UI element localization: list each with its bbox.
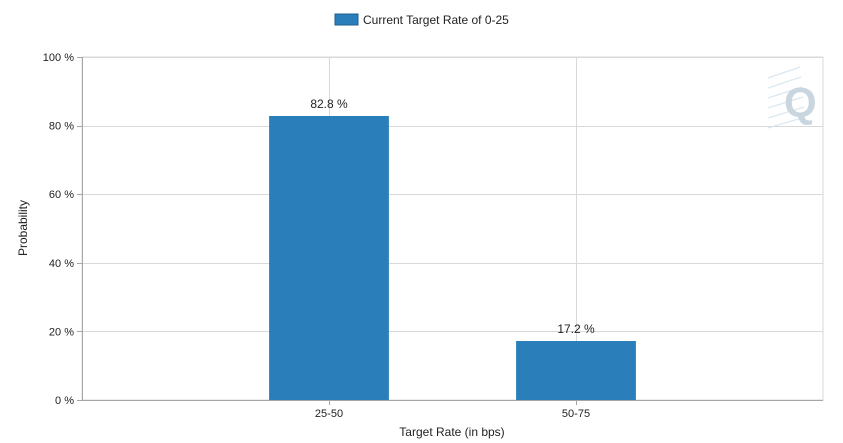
legend-swatch xyxy=(334,13,359,26)
x-axis-title: Target Rate (in bps) xyxy=(399,425,504,439)
y-tick-label: 0 % xyxy=(55,395,74,407)
plot-area xyxy=(81,56,824,401)
data-label-50-75: 17.2 % xyxy=(557,322,595,336)
y-tick-label: 100 % xyxy=(43,52,74,64)
y-tick-label: 40 % xyxy=(49,258,74,270)
grid xyxy=(81,56,824,401)
data-label-25-50: 82.8 % xyxy=(310,97,348,111)
y-tick-label: 60 % xyxy=(49,189,74,201)
y-tick-label: 80 % xyxy=(49,121,74,133)
legend-label: Current Target Rate of 0-25 xyxy=(363,13,509,27)
data-labels: 82.8 % 17.2 % xyxy=(310,97,595,336)
x-tick-label: 25-50 xyxy=(315,408,343,420)
legend: Current Target Rate of 0-25 xyxy=(334,13,509,27)
q-logo-icon: Q xyxy=(767,66,817,129)
y-ticks: 0 % 20 % 40 % 60 % 80 % 100 % xyxy=(43,52,823,407)
y-tick-label: 20 % xyxy=(49,326,74,338)
y-axis-title: Probability xyxy=(16,200,30,256)
bars xyxy=(269,115,636,400)
bar-25-50 xyxy=(269,115,389,400)
x-ticks: 25-50 50-75 xyxy=(315,400,590,420)
x-tick-label: 50-75 xyxy=(562,408,590,420)
bar-50-75 xyxy=(516,341,636,400)
watermark-letter: Q xyxy=(784,79,817,126)
